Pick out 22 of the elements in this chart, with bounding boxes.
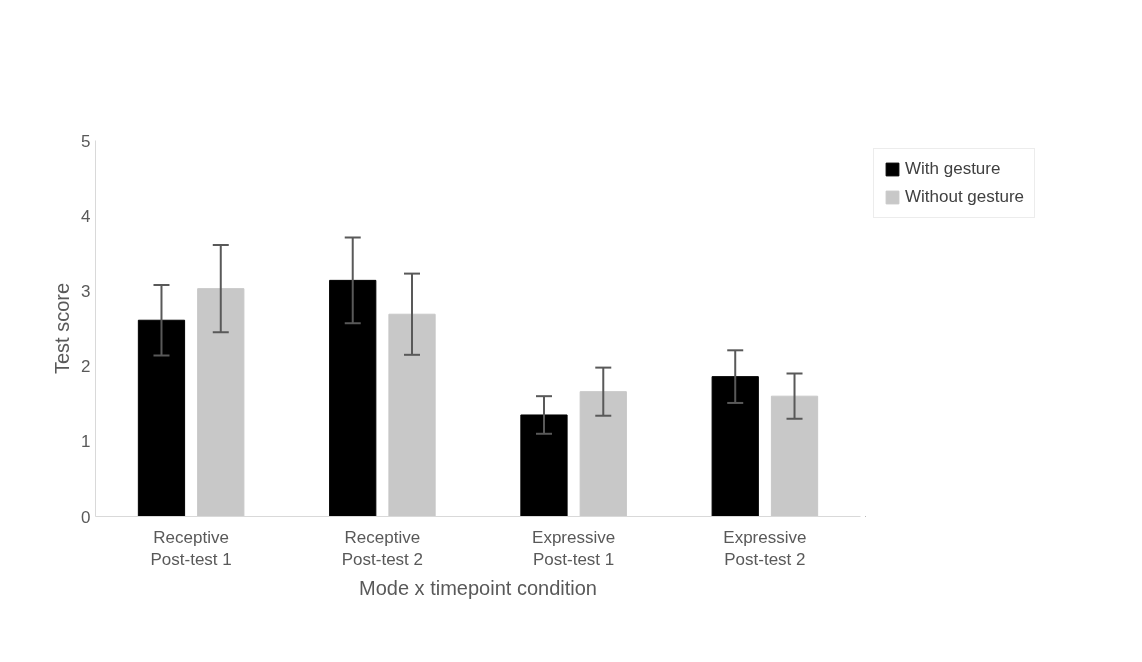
x-tick-label: Expressive Post-test 1	[532, 527, 616, 570]
y-tick-label: 2	[81, 357, 91, 377]
bar	[197, 288, 245, 517]
y-tick-label: 4	[81, 206, 91, 226]
bar	[137, 319, 186, 517]
y-tick-label: 3	[81, 281, 91, 301]
x-axis-title: Mode x timepoint condition	[359, 577, 597, 600]
y-axis-title: Test score	[51, 282, 74, 375]
bar	[711, 376, 759, 517]
y-tick-label: 5	[81, 131, 91, 151]
legend-label: Without gesture	[905, 187, 1025, 207]
x-tick-label: Expressive Post-test 2	[723, 527, 807, 570]
bar	[388, 313, 436, 517]
bar	[579, 391, 627, 517]
bar	[329, 279, 377, 517]
legend-label: With gesture	[905, 159, 1001, 179]
y-tick-label: 1	[81, 432, 91, 452]
bar	[770, 395, 819, 517]
y-tick-label: 0	[81, 507, 91, 527]
x-tick-label: Receptive Post-test 2	[341, 527, 424, 570]
bar	[520, 414, 568, 517]
x-tick-label: Receptive Post-test 1	[150, 527, 232, 570]
